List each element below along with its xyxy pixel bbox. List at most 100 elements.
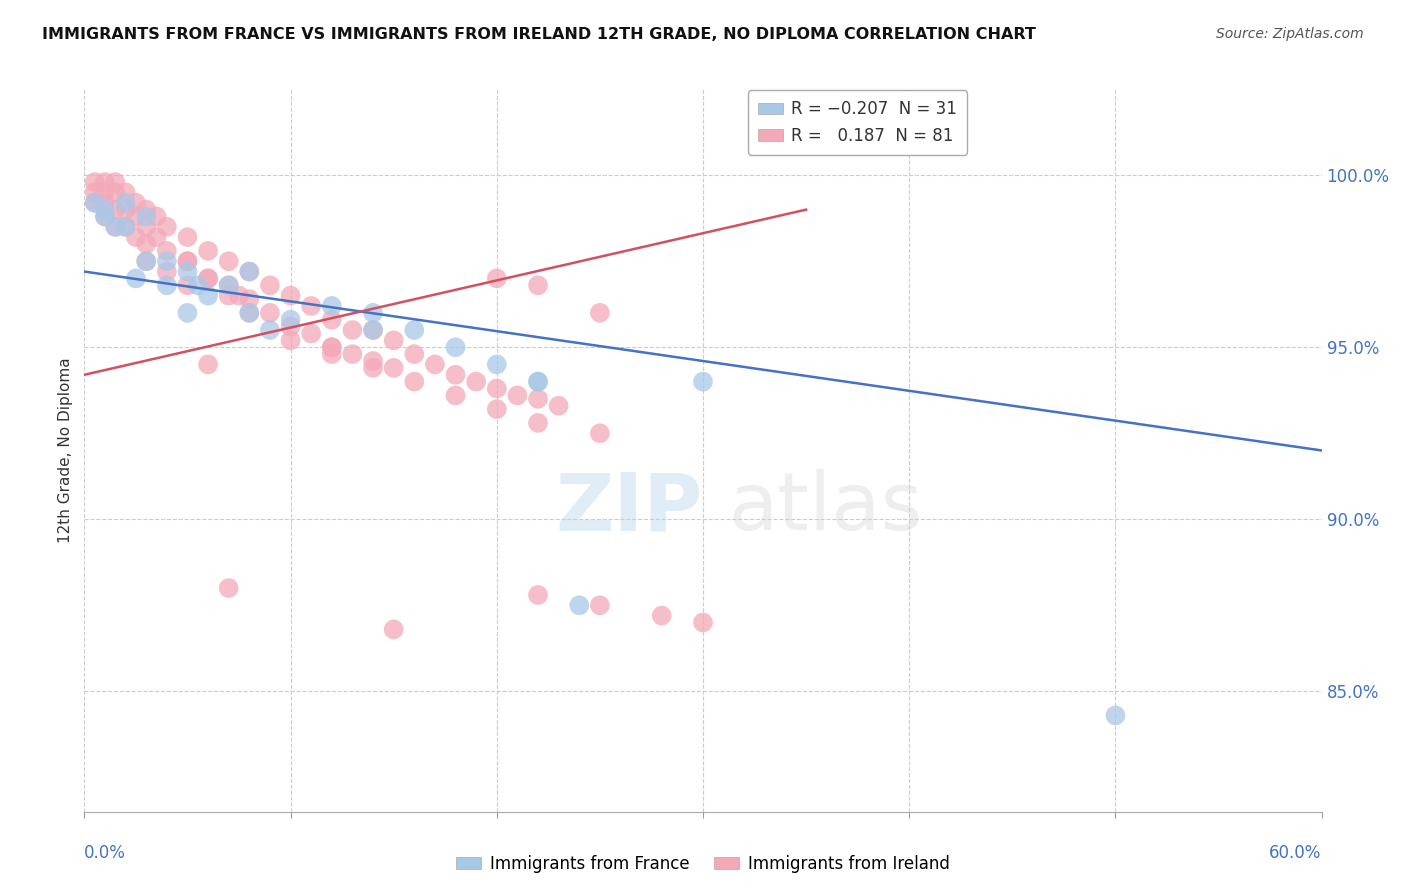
Point [176,306,198,320]
Point [1104,708,1126,723]
Point [238,292,260,306]
Point [299,299,322,313]
Point [145,210,167,224]
Point [104,219,127,234]
Point [361,306,384,320]
Point [197,288,219,302]
Point [342,347,364,361]
Point [114,219,136,234]
Point [485,402,508,417]
Point [485,358,508,372]
Point [382,623,405,637]
Point [156,254,179,268]
Point [259,306,281,320]
Point [361,360,384,375]
Point [104,219,127,234]
Point [145,230,167,244]
Point [125,210,148,224]
Point [299,326,322,341]
Point [259,278,281,293]
Point [176,254,198,268]
Point [527,375,550,389]
Point [218,278,240,293]
Point [83,195,105,210]
Point [83,186,105,200]
Point [83,195,105,210]
Point [135,254,157,268]
Point [568,599,591,613]
Point [197,271,219,285]
Point [280,288,302,302]
Point [197,244,219,258]
Point [280,334,302,348]
Point [280,312,302,326]
Point [238,264,260,278]
Point [125,230,148,244]
Point [321,347,343,361]
Point [361,354,384,368]
Point [156,244,179,258]
Point [197,271,219,285]
Point [104,186,127,200]
Point [218,581,240,595]
Point [135,237,157,252]
Point [361,323,384,337]
Point [114,195,136,210]
Point [527,278,550,293]
Point [156,219,179,234]
Point [382,334,405,348]
Point [218,254,240,268]
Point [238,306,260,320]
Point [589,426,612,441]
Point [176,254,198,268]
Point [506,388,529,402]
Point [94,186,117,200]
Point [280,319,302,334]
Point [361,323,384,337]
Point [135,254,157,268]
Legend: R = −0.207  N = 31, R =   0.187  N = 81: R = −0.207 N = 31, R = 0.187 N = 81 [748,90,967,154]
Point [527,588,550,602]
Point [104,175,127,189]
Point [444,340,467,354]
Text: IMMIGRANTS FROM FRANCE VS IMMIGRANTS FROM IRELAND 12TH GRADE, NO DIPLOMA CORRELA: IMMIGRANTS FROM FRANCE VS IMMIGRANTS FRO… [42,27,1036,42]
Point [94,195,117,210]
Point [404,347,426,361]
Point [94,210,117,224]
Point [187,278,209,293]
Point [114,219,136,234]
Point [156,264,179,278]
Point [125,271,148,285]
Point [382,360,405,375]
Point [135,202,157,217]
Point [527,375,550,389]
Point [692,375,714,389]
Point [218,288,240,302]
Text: 60.0%: 60.0% [1270,844,1322,863]
Point [176,264,198,278]
Point [83,175,105,189]
Text: 0.0%: 0.0% [84,844,127,863]
Point [465,375,488,389]
Point [197,358,219,372]
Point [135,219,157,234]
Point [238,306,260,320]
Y-axis label: 12th Grade, No Diploma: 12th Grade, No Diploma [58,358,73,543]
Point [94,175,117,189]
Point [114,186,136,200]
Point [135,210,157,224]
Point [423,358,446,372]
Text: ZIP: ZIP [555,469,703,548]
Point [321,312,343,326]
Text: Source: ZipAtlas.com: Source: ZipAtlas.com [1216,27,1364,41]
Point [589,306,612,320]
Point [321,340,343,354]
Point [104,202,127,217]
Point [527,392,550,406]
Point [404,375,426,389]
Point [259,323,281,337]
Point [444,368,467,382]
Point [404,323,426,337]
Point [238,264,260,278]
Legend: Immigrants from France, Immigrants from Ireland: Immigrants from France, Immigrants from … [450,848,956,880]
